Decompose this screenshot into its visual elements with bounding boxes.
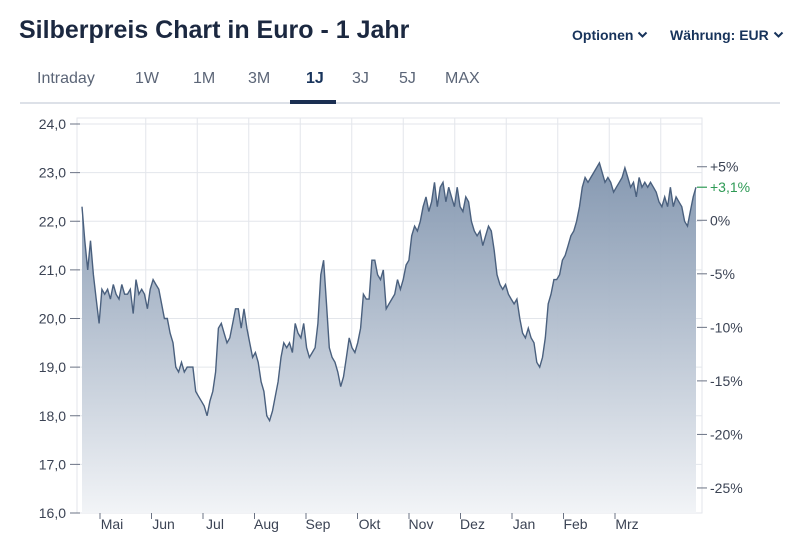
options-dropdown[interactable]: Optionen <box>572 27 648 43</box>
tab-3m[interactable]: 3M <box>248 70 271 87</box>
active-tab-indicator <box>290 100 336 104</box>
y-tick-label: 23,0 <box>39 165 66 181</box>
pct-tick-label: 0% <box>710 212 730 228</box>
x-tick-label: Mai <box>101 516 124 532</box>
x-tick-label: Sep <box>306 516 331 532</box>
price-chart: 16,0 17,0 18,0 19,0 20,0 21,0 22,0 23,0 24,0 +5% 0… <box>39 116 750 532</box>
tab-intraday[interactable]: Intraday <box>37 70 95 87</box>
y-tick-label: 22,0 <box>39 213 66 229</box>
tab-1m[interactable]: 1M <box>193 70 216 87</box>
pct-tick-label: -20% <box>710 426 743 442</box>
x-tick-label: Aug <box>254 516 279 532</box>
chevron-down-icon <box>638 31 648 38</box>
currency-dropdown[interactable]: Währung: EUR <box>670 27 784 43</box>
y-tick-label: 16,0 <box>39 505 66 521</box>
options-label: Optionen <box>572 27 634 43</box>
tab-3j[interactable]: 3J <box>352 70 369 87</box>
page-title: Silberpreis Chart in Euro - 1 Jahr <box>19 16 410 44</box>
tab-5j[interactable]: 5J <box>399 70 416 87</box>
x-tick-label: Jan <box>513 516 536 532</box>
pct-tick-label: -25% <box>710 480 743 496</box>
tab-1w[interactable]: 1W <box>135 70 159 87</box>
pct-tick-label: -5% <box>710 266 735 282</box>
price-line <box>81 161 697 423</box>
pct-tick-label: -10% <box>710 319 743 335</box>
pct-tick-label: +5% <box>710 159 738 175</box>
y-tick-label: 21,0 <box>39 262 66 278</box>
x-tick-label: Nov <box>409 516 434 532</box>
x-tick-label: Jun <box>152 516 175 532</box>
price-area <box>82 162 696 513</box>
last-change-label: +3,1% <box>710 179 750 195</box>
y-tick-label: 24,0 <box>39 116 66 132</box>
y-tick-label: 18,0 <box>39 408 66 424</box>
tab-max[interactable]: MAX <box>445 70 480 87</box>
chevron-down-icon <box>773 31 783 38</box>
y-tick-label: 20,0 <box>39 311 66 327</box>
x-tick-label: Feb <box>563 516 587 532</box>
x-tick-label: Jul <box>206 516 224 532</box>
tab-1j[interactable]: 1J <box>306 70 324 87</box>
range-tabs: Intraday 1W 1M 3M 1J 3J 5J MAX <box>20 58 780 104</box>
currency-label: Währung: EUR <box>670 27 769 43</box>
pct-tick-label: -15% <box>710 373 743 389</box>
x-tick-label: Okt <box>359 516 381 532</box>
y-tick-label: 17,0 <box>39 456 66 472</box>
x-tick-label: Dez <box>460 516 485 532</box>
x-tick-label: Mrz <box>615 516 638 532</box>
axes-layer: 16,0 17,0 18,0 19,0 20,0 21,0 22,0 23,0 24,0 +5% 0… <box>39 116 750 532</box>
y-tick-label: 19,0 <box>39 359 66 375</box>
